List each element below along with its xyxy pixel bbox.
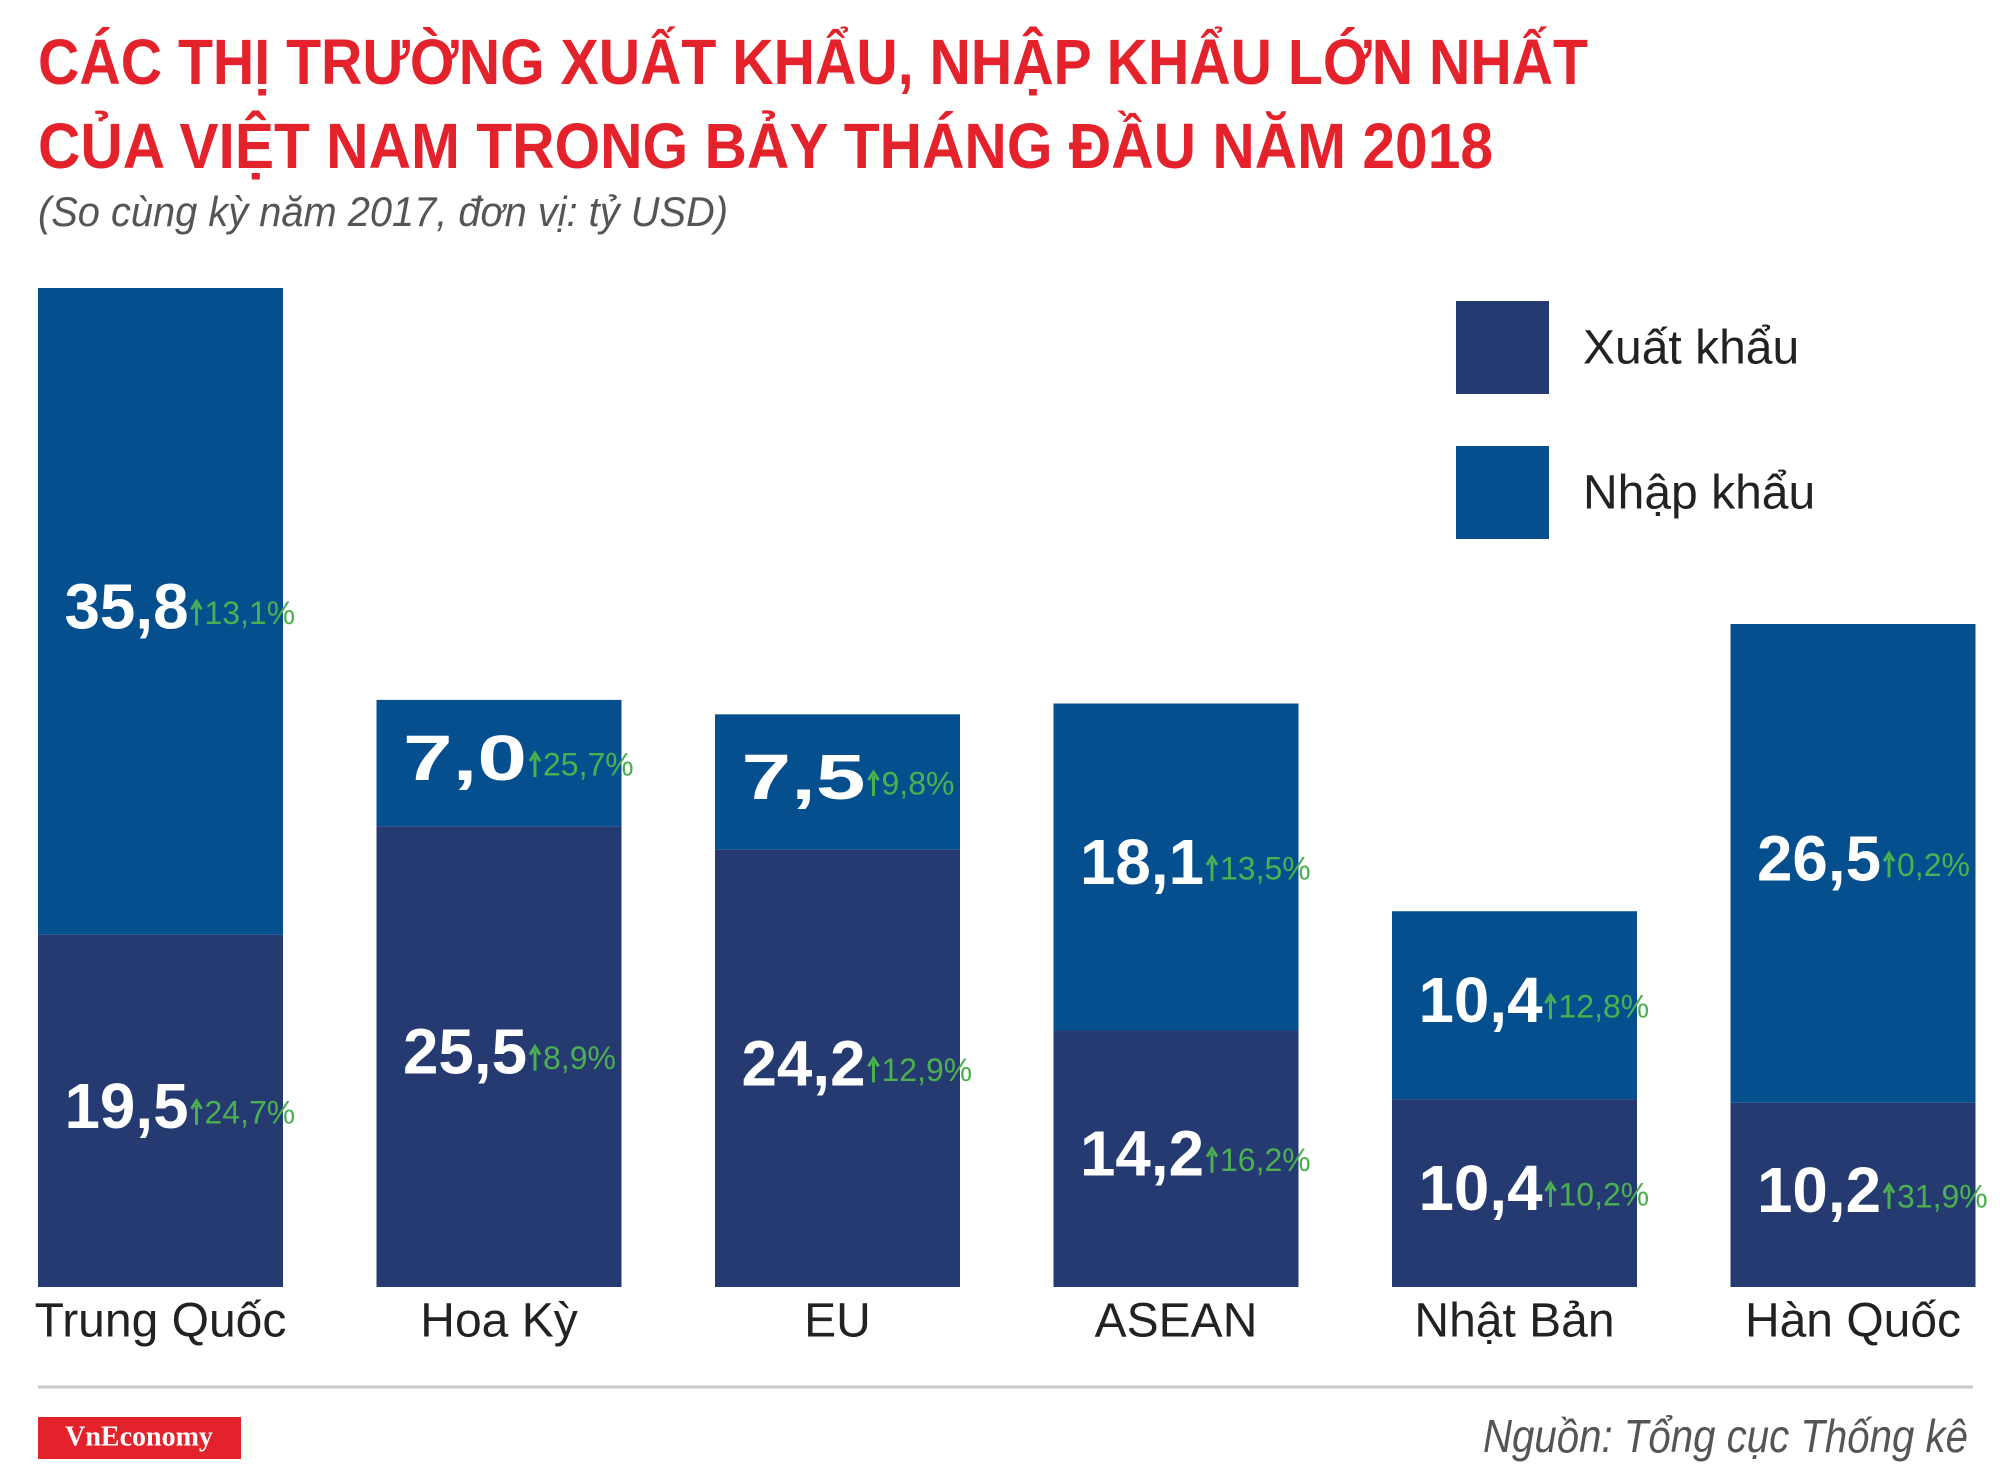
legend-label: Xuất khẩu <box>1583 322 1799 375</box>
value-label: 19,5 <box>65 1070 189 1142</box>
value-label: 7,0 <box>403 722 527 794</box>
bar-segment <box>38 288 283 935</box>
value-label: 26,5 <box>1757 822 1881 894</box>
growth-label: 16,2% <box>1220 1142 1311 1178</box>
growth-label: 12,8% <box>1559 989 1650 1025</box>
brand-box <box>38 1417 241 1459</box>
value-label: 10,4 <box>1419 964 1543 1036</box>
legend-swatch <box>1456 301 1549 394</box>
value-label: 14,2 <box>1080 1118 1204 1190</box>
chart-title: CÁC THỊ TRƯỜNG XUẤT KHẨU, NHẬP KHẨU LỚN … <box>38 25 1588 98</box>
brand: VnEconomy <box>65 1421 213 1452</box>
bar-segment <box>376 826 622 1287</box>
bar-segment <box>715 849 960 1287</box>
growth-label: 9,8% <box>882 766 955 802</box>
growth-arrow <box>867 769 880 797</box>
growth-arrow <box>1205 854 1219 881</box>
growth-label: 0,2% <box>1897 847 1970 883</box>
x-tick-label: Trung Quốc <box>35 1295 287 1348</box>
growth-arrow <box>528 750 542 778</box>
growth-arrow <box>1882 850 1896 878</box>
source: Nguồn: Tổng cục Thống kê <box>1483 1410 1968 1462</box>
growth-label: 13,1% <box>205 595 296 631</box>
growth-label: 31,9% <box>1897 1178 1988 1214</box>
bar-segment <box>1053 1030 1299 1287</box>
bar-segment <box>1392 911 1637 1100</box>
growth-label: 10,2% <box>1559 1177 1650 1213</box>
bar-segment <box>715 714 960 850</box>
x-tick-label: EU <box>804 1295 871 1348</box>
growth-arrow <box>528 1043 542 1071</box>
value-label: 25,5 <box>403 1016 527 1088</box>
growth-arrow <box>190 1098 203 1125</box>
value-label: 10,2 <box>1757 1154 1881 1226</box>
value-label: 18,1 <box>1080 826 1204 898</box>
growth-label: 13,5% <box>1220 850 1311 886</box>
growth-arrow <box>867 1055 880 1083</box>
growth-arrow <box>1205 1145 1219 1173</box>
bar-segment <box>1392 1099 1637 1287</box>
x-tick-label: Hàn Quốc <box>1745 1295 1961 1348</box>
chart-subtitle: (So cùng kỳ năm 2017, đơn vị: tỷ USD) <box>38 188 728 235</box>
legend-swatch <box>1456 446 1549 539</box>
growth-label: 25,7% <box>543 747 634 783</box>
growth-arrow <box>1544 992 1557 1020</box>
x-tick-label: Nhật Bản <box>1414 1295 1614 1348</box>
bar-segment <box>38 934 283 1287</box>
chart-title: CỦA VIỆT NAM TRONG BẢY THÁNG ĐẦU NĂM 201… <box>38 109 1493 182</box>
bar-segment <box>376 699 622 827</box>
growth-arrow <box>1882 1182 1896 1209</box>
growth-arrow <box>1544 1180 1557 1208</box>
value-label: 7,5 <box>742 741 866 813</box>
growth-label: 12,9% <box>882 1052 973 1088</box>
bar-segment <box>1730 1102 1976 1287</box>
growth-label: 8,9% <box>543 1040 616 1076</box>
x-tick-label: ASEAN <box>1095 1295 1258 1348</box>
value-label: 10,4 <box>1419 1152 1543 1224</box>
bar-segment <box>1730 624 1976 1103</box>
growth-label: 24,7% <box>205 1094 296 1130</box>
x-tick-label: Hoa Kỳ <box>420 1295 577 1348</box>
bar-segment <box>1053 703 1299 1031</box>
legend-label: Nhập khẩu <box>1583 467 1815 520</box>
value-label: 24,2 <box>742 1027 866 1099</box>
growth-arrow <box>190 598 203 626</box>
value-label: 35,8 <box>65 570 189 642</box>
